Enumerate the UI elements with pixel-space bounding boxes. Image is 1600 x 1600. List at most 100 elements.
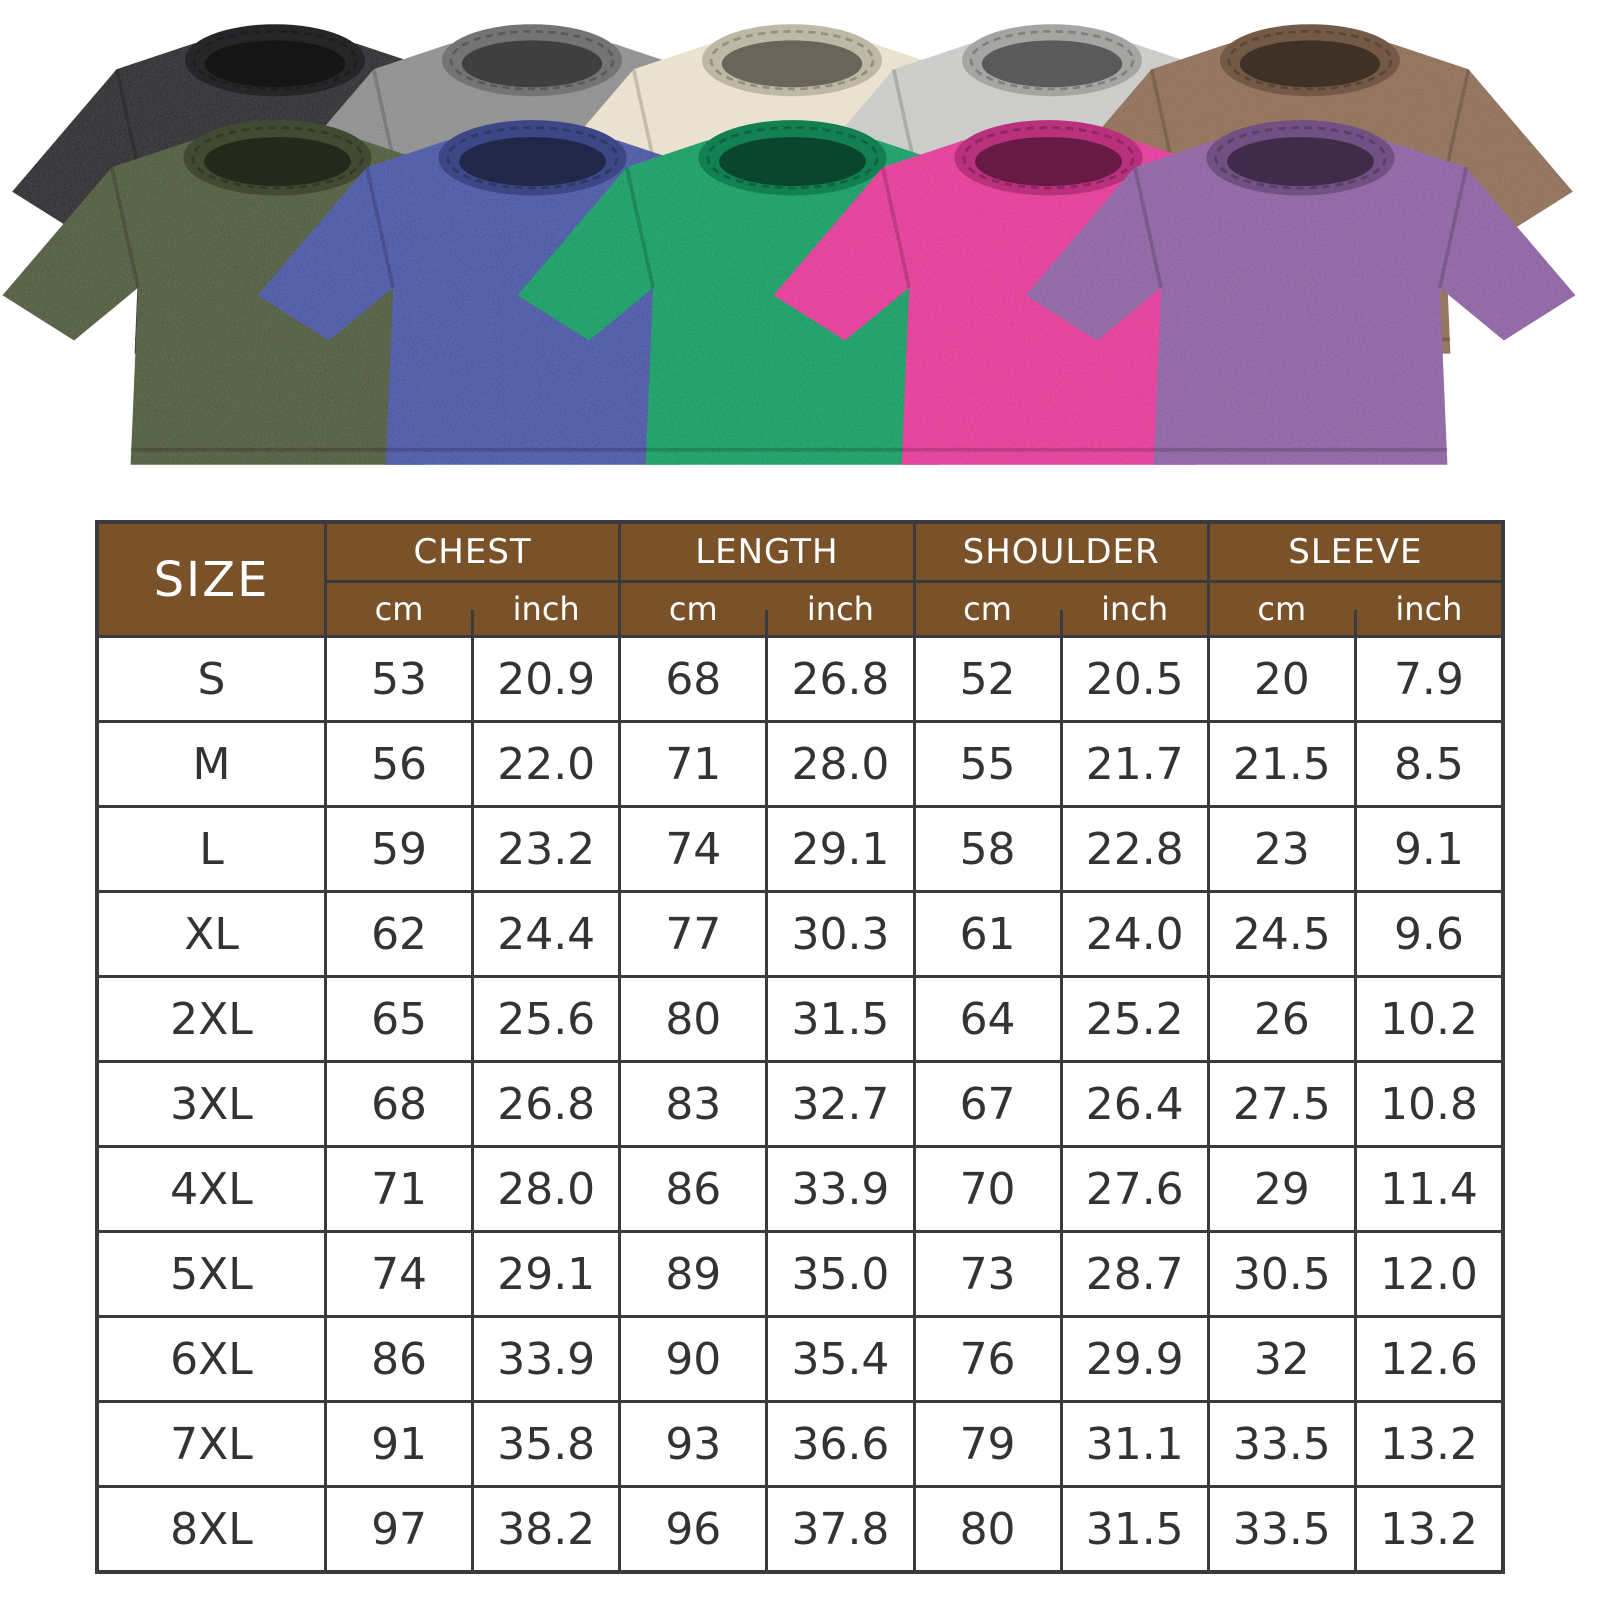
value-cell: 28.0 [768,723,913,805]
value-cell: 10.8 [1356,1063,1501,1145]
units-header-shoulder: cm inch [915,583,1207,636]
size-cell: 6XL [99,1318,324,1400]
value-cell: 80 [621,978,766,1060]
unit-inch-label: inch [512,590,580,628]
size-chart-table: SIZE CHEST LENGTH SHOULDER SLEEVE cm inc… [95,520,1505,1574]
unit-divider [765,610,769,636]
value-cell: 23 [1209,808,1354,890]
value-cell: 31.1 [1062,1403,1207,1485]
group-header-shoulder: SHOULDER [915,524,1207,580]
value-cell: 21.7 [1062,723,1207,805]
value-cell: 9.1 [1356,808,1501,890]
value-cell: 64 [915,978,1060,1060]
value-cell: 28.7 [1062,1233,1207,1315]
size-cell: 4XL [99,1148,324,1230]
value-cell: 28.0 [474,1148,619,1230]
product-gallery [0,0,1600,520]
value-cell: 32.7 [768,1063,913,1145]
value-cell: 76 [915,1318,1060,1400]
unit-inch-label: inch [806,590,874,628]
value-cell: 11.4 [1356,1148,1501,1230]
value-cell: 26.8 [768,638,913,720]
value-cell: 59 [327,808,472,890]
value-cell: 20.9 [474,638,619,720]
value-cell: 58 [915,808,1060,890]
value-cell: 29.1 [768,808,913,890]
size-cell: 8XL [99,1488,324,1570]
unit-divider [471,610,475,636]
value-cell: 22.0 [474,723,619,805]
value-cell: 89 [621,1233,766,1315]
value-cell: 26.4 [1062,1063,1207,1145]
value-cell: 91 [327,1403,472,1485]
group-header-chest: CHEST [327,524,619,580]
unit-cm-label: cm [374,590,424,628]
value-cell: 24.5 [1209,893,1354,975]
value-cell: 77 [621,893,766,975]
value-cell: 23.2 [474,808,619,890]
value-cell: 25.2 [1062,978,1207,1060]
size-cell: S [99,638,324,720]
value-cell: 10.2 [1356,978,1501,1060]
value-cell: 96 [621,1488,766,1570]
size-column-header: SIZE [99,524,324,635]
value-cell: 93 [621,1403,766,1485]
value-cell: 83 [621,1063,766,1145]
value-cell: 31.5 [1062,1488,1207,1570]
value-cell: 86 [621,1148,766,1230]
value-cell: 21.5 [1209,723,1354,805]
value-cell: 38.2 [474,1488,619,1570]
size-cell: M [99,723,324,805]
value-cell: 35.0 [768,1233,913,1315]
value-cell: 26 [1209,978,1354,1060]
value-cell: 97 [327,1488,472,1570]
value-cell: 9.6 [1356,893,1501,975]
value-cell: 25.6 [474,978,619,1060]
value-cell: 13.2 [1356,1488,1501,1570]
unit-divider [1353,610,1357,636]
units-header-length: cm inch [621,583,913,636]
size-cell: 2XL [99,978,324,1060]
value-cell: 33.5 [1209,1488,1354,1570]
value-cell: 68 [327,1063,472,1145]
unit-cm-label: cm [963,590,1012,628]
value-cell: 74 [621,808,766,890]
units-header-chest: cm inch [327,583,619,636]
value-cell: 35.8 [474,1403,619,1485]
unit-inch-label: inch [1101,590,1169,628]
value-cell: 13.2 [1356,1403,1501,1485]
value-cell: 68 [621,638,766,720]
value-cell: 30.5 [1209,1233,1354,1315]
value-cell: 65 [327,978,472,1060]
value-cell: 56 [327,723,472,805]
value-cell: 29.9 [1062,1318,1207,1400]
value-cell: 67 [915,1063,1060,1145]
value-cell: 33.9 [474,1318,619,1400]
value-cell: 26.8 [474,1063,619,1145]
value-cell: 27.6 [1062,1148,1207,1230]
value-cell: 74 [327,1233,472,1315]
value-cell: 80 [915,1488,1060,1570]
tshirt-purple [1018,103,1583,480]
value-cell: 12.6 [1356,1318,1501,1400]
value-cell: 33.5 [1209,1403,1354,1485]
value-cell: 35.4 [768,1318,913,1400]
unit-divider [1059,610,1063,636]
value-cell: 27.5 [1209,1063,1354,1145]
unit-cm-label: cm [668,590,718,628]
value-cell: 22.8 [1062,808,1207,890]
value-cell: 29.1 [474,1233,619,1315]
value-cell: 90 [621,1318,766,1400]
group-header-length: LENGTH [621,524,913,580]
value-cell: 24.4 [474,893,619,975]
value-cell: 79 [915,1403,1060,1485]
size-cell: 5XL [99,1233,324,1315]
value-cell: 70 [915,1148,1060,1230]
value-cell: 12.0 [1356,1233,1501,1315]
size-cell: 3XL [99,1063,324,1145]
value-cell: 71 [621,723,766,805]
value-cell: 29 [1209,1148,1354,1230]
value-cell: 52 [915,638,1060,720]
value-cell: 55 [915,723,1060,805]
